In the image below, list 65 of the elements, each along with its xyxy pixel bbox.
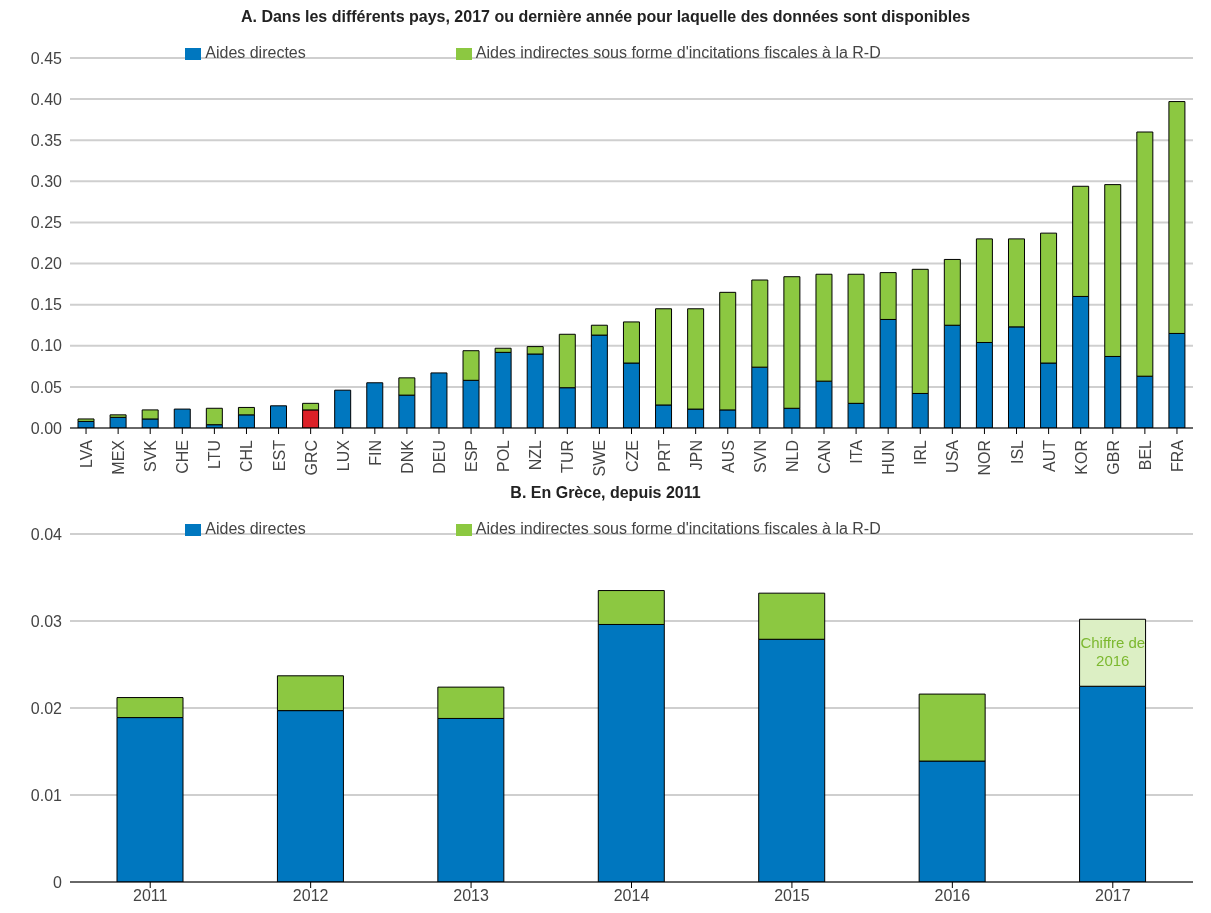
x-tick-label: 2015 <box>774 887 810 905</box>
x-tick-label: NZL <box>527 439 545 471</box>
x-tick-label: 2012 <box>292 887 329 905</box>
x-tick-label: CHE <box>174 440 192 474</box>
x-tick-label: USA <box>944 439 962 473</box>
legend-label: Aides directes <box>205 520 306 537</box>
x-tick-label: ISL <box>1008 439 1026 465</box>
x-tick-label: ITA <box>848 439 866 464</box>
x-tick-label: NOR <box>976 440 994 476</box>
x-tick-label: FIN <box>366 440 384 466</box>
x-tick-label: FRA <box>1168 439 1186 472</box>
x-tick-label: DEU <box>430 440 448 474</box>
annotation: Chiffre de 2016 <box>1080 633 1146 669</box>
y-tick-label: 0.30 <box>30 173 63 191</box>
x-tick-label: NLD <box>783 440 801 473</box>
y-tick-label: 0.10 <box>30 337 63 355</box>
x-tick-label: 2013 <box>453 887 489 905</box>
y-tick-label: 0.45 <box>30 49 63 67</box>
x-tick-label: PRT <box>655 439 673 472</box>
y-tick-label: 0.04 <box>30 525 63 543</box>
x-tick-label: AUT <box>1040 439 1058 472</box>
x-tick-label: CZE <box>623 440 641 472</box>
x-tick-label: 2014 <box>613 887 650 905</box>
y-tick-label: 0.00 <box>30 419 63 437</box>
chart-title: B. En Grèce, depuis 2011 <box>509 484 702 503</box>
x-tick-label: MEX <box>110 439 128 475</box>
x-tick-label: TUR <box>559 440 577 473</box>
y-tick-label: 0.40 <box>30 90 63 108</box>
y-tick-label: 0.02 <box>30 699 63 717</box>
y-tick-label: 0.15 <box>30 296 63 314</box>
y-tick-label: 0.05 <box>30 378 63 396</box>
x-tick-label: GBR <box>1104 440 1122 475</box>
x-tick-label: POL <box>495 439 513 473</box>
y-tick-label: 0.35 <box>30 131 63 149</box>
y-tick-label: 0.03 <box>30 612 63 630</box>
legend-label: Aides indirectes sous forme d'incitations fiscales à la R-D <box>475 520 881 537</box>
x-tick-label: GRC <box>302 440 320 476</box>
x-tick-label: SWE <box>591 440 609 477</box>
x-tick-label: 2017 <box>1094 887 1131 905</box>
x-tick-label: KOR <box>1072 440 1090 475</box>
x-tick-label: IRL <box>912 439 930 465</box>
x-tick-label: CAN <box>816 440 834 474</box>
x-tick-label: ESP <box>463 440 481 473</box>
x-tick-label: CHL <box>238 439 256 473</box>
y-tick-label: 0.01 <box>30 786 63 804</box>
y-tick-label: 0.25 <box>30 214 63 232</box>
chart-title: A. Dans les différents pays, 2017 ou dernière année pour laquelle des données sont disponibles <box>239 8 972 27</box>
y-tick-label: 0 <box>53 873 63 891</box>
x-tick-label: SVK <box>142 439 160 473</box>
x-tick-label: 2011 <box>133 887 168 905</box>
bar <box>205 407 223 426</box>
x-tick-label: 2016 <box>934 887 971 905</box>
x-tick-label: AUS <box>719 440 737 473</box>
x-tick-label: SVN <box>751 440 769 473</box>
x-tick-label: LVA <box>78 439 96 468</box>
x-tick-label: HUN <box>880 440 898 475</box>
legend-label: Aides indirectes sous forme d'incitations fiscales à la R-D <box>475 44 881 61</box>
x-tick-label: LUX <box>334 439 352 472</box>
legend-label: Aides directes <box>205 44 306 61</box>
x-tick-label: DNK <box>398 439 416 474</box>
x-tick-label: BEL <box>1136 439 1154 471</box>
x-tick-label: EST <box>270 439 288 472</box>
x-tick-label: LTU <box>206 440 224 470</box>
y-tick-label: 0.20 <box>30 255 63 273</box>
x-tick-label: JPN <box>687 440 705 471</box>
